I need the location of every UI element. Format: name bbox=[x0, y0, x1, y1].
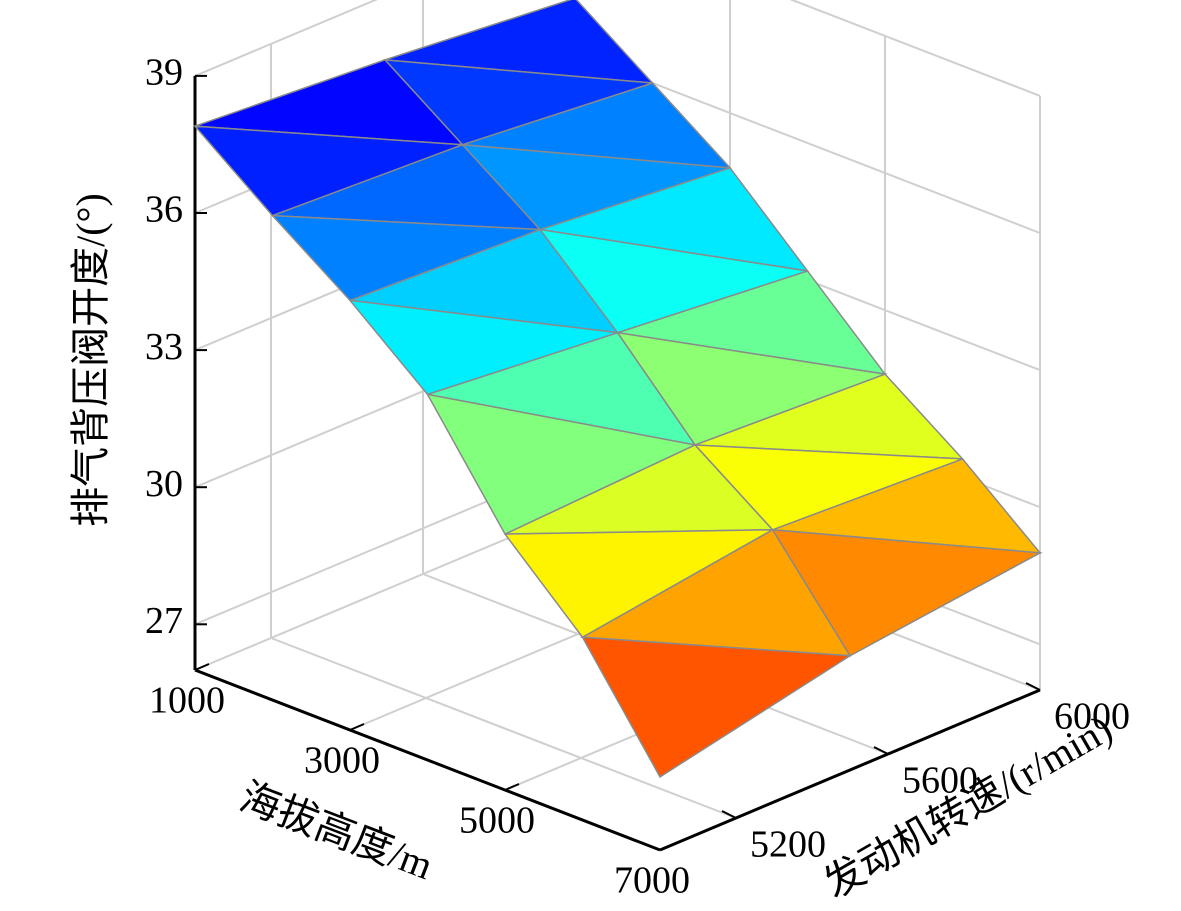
grid-line bbox=[194, 0, 378, 77]
z-tick-label: 27 bbox=[145, 600, 183, 642]
z-tick-label: 39 bbox=[145, 52, 183, 94]
y-tick-label: 6000 bbox=[1054, 696, 1130, 738]
surface-facet bbox=[503, 529, 773, 639]
grid-line bbox=[789, 0, 1041, 97]
x-tick bbox=[659, 843, 675, 851]
z-tick-label: 33 bbox=[145, 326, 183, 368]
y-tick bbox=[1025, 682, 1041, 691]
x-axis-title: 海拔高度/m bbox=[234, 774, 439, 889]
y-tick bbox=[873, 746, 889, 755]
x-tick bbox=[349, 723, 365, 731]
grid-line bbox=[270, 637, 737, 819]
y-tick-label: 5600 bbox=[902, 760, 978, 802]
surface-facet bbox=[426, 393, 698, 536]
surface-facet bbox=[348, 299, 618, 396]
x-tick-label: 3000 bbox=[304, 740, 380, 782]
y-axis bbox=[659, 688, 1041, 852]
y-tick bbox=[721, 810, 737, 819]
surface-facet bbox=[581, 636, 853, 778]
x-tick-label: 7000 bbox=[614, 860, 690, 902]
z-axis-title: 排气背压阀开度/(°) bbox=[68, 193, 113, 527]
surface-facet bbox=[270, 214, 541, 302]
x-axis bbox=[194, 668, 661, 852]
z-tick-label: 30 bbox=[145, 463, 183, 505]
x-tick bbox=[504, 783, 520, 791]
y-tick-label: 5200 bbox=[750, 824, 826, 866]
x-tick bbox=[194, 663, 210, 671]
surface-facet bbox=[193, 125, 463, 217]
x-tick-label: 1000 bbox=[149, 680, 225, 722]
y-axis-title: 发动机转速/(r/min) bbox=[816, 706, 1119, 907]
x-tick-label: 5000 bbox=[459, 800, 535, 842]
z-tick-label: 36 bbox=[145, 189, 183, 231]
